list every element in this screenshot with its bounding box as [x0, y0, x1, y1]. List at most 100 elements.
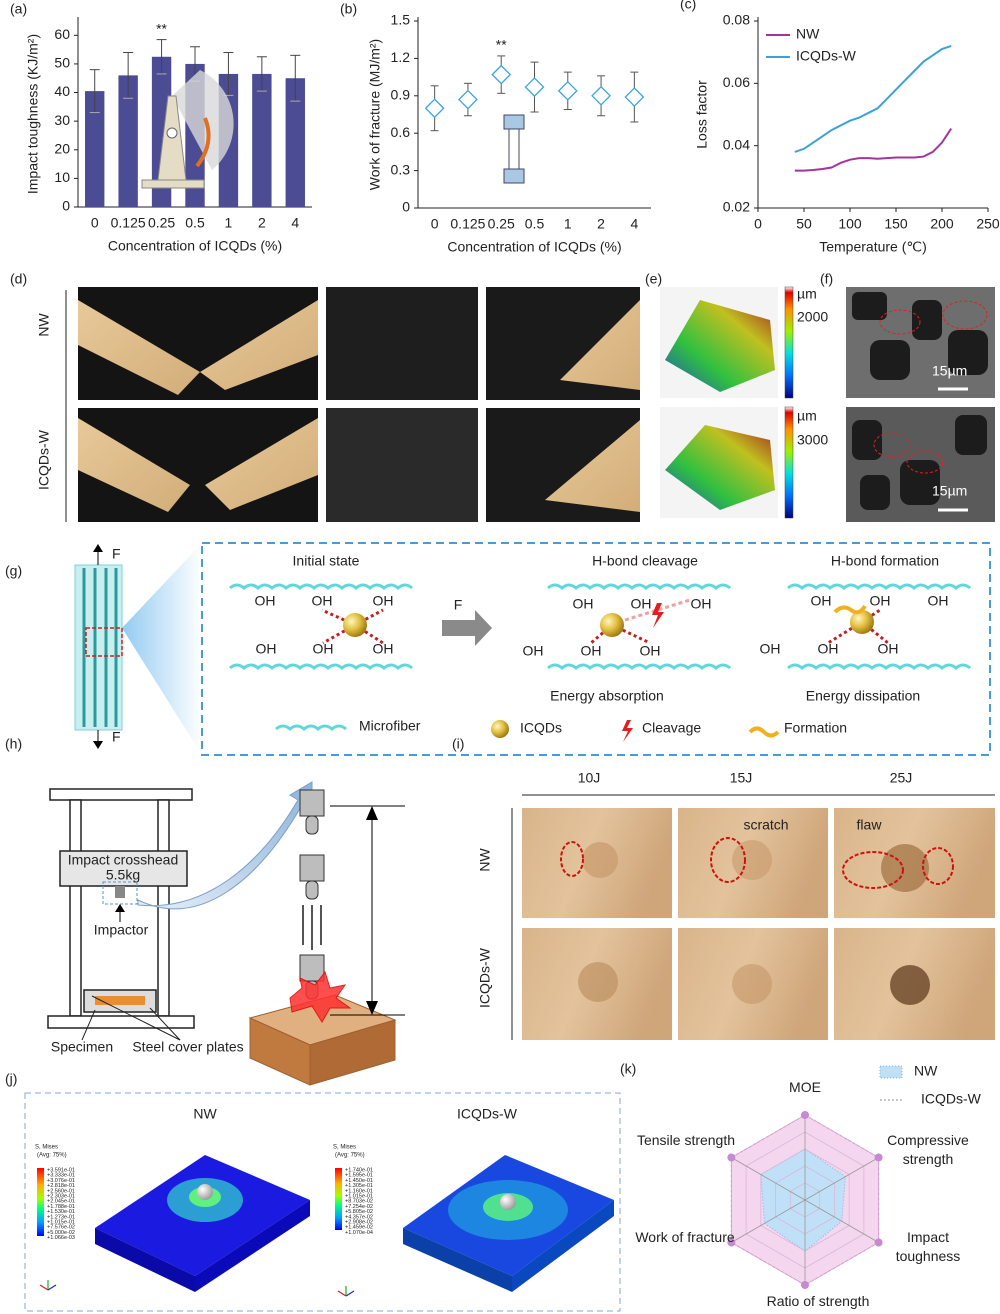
legend-value: +8.703e-02 [345, 1199, 373, 1205]
radar-point [727, 1238, 736, 1247]
process-arrow [442, 610, 492, 646]
legend-swatch [622, 720, 633, 742]
radar-spoke [731, 1199, 806, 1243]
legend-swatch [491, 720, 509, 738]
unit: µm [797, 408, 817, 424]
caption: Energy absorption [550, 688, 664, 704]
hydroxyl-label: OH [631, 596, 652, 612]
microfiber [547, 583, 731, 590]
simulation-box [24, 1092, 621, 1312]
formation [833, 604, 867, 615]
panel-label: (h) [5, 736, 22, 752]
arrowhead [366, 1001, 378, 1015]
hydroxyl-label: OH [373, 641, 394, 657]
legend-subtitle: (Avg: 75%) [37, 1153, 67, 1159]
radar-point [874, 1238, 883, 1247]
h-bond [354, 608, 384, 627]
x-tick-label: 1 [564, 216, 572, 232]
y-tick-label: 40 [54, 83, 70, 99]
zoom-arrow [137, 781, 313, 910]
legend-title: S, Mises [333, 1145, 356, 1151]
radar-axis-label: MOE [789, 1079, 821, 1095]
y-tick-label: 60 [54, 26, 70, 42]
x-tick-label: 4 [630, 216, 638, 232]
panel-label: (j) [5, 1071, 17, 1087]
bar [252, 73, 272, 207]
microfiber [547, 663, 731, 670]
y-tick-label: 0.04 [723, 136, 750, 152]
sim-title: NW [193, 1106, 217, 1122]
legend-value: +1.015e-01 [345, 1193, 373, 1199]
panel-label: (i) [452, 736, 464, 752]
error-bar [89, 69, 100, 114]
line [794, 127, 953, 172]
wood-piece [205, 418, 318, 510]
x-tick-label: 50 [796, 216, 812, 232]
legend-value: +2.908e-02 [345, 1219, 373, 1225]
legend-value: +3.591e-01 [47, 1167, 75, 1173]
plate [403, 1155, 614, 1292]
error-bar [256, 56, 267, 92]
hydroxyl-label: OH [640, 643, 661, 659]
scale-bar-label: 15µm [932, 363, 967, 379]
x-axis-title: Concentration of ICQDs (%) [447, 239, 621, 255]
hydroxyl-label: OH [373, 593, 394, 609]
specimen-label: Specimen [51, 1039, 113, 1055]
legend-value: +1.459e-02 [345, 1225, 373, 1231]
y-tick-label: 0.02 [723, 199, 750, 215]
point [424, 98, 445, 119]
triad [39, 1280, 355, 1297]
panel-label: (k) [620, 1061, 636, 1077]
point [624, 87, 645, 107]
y-tick-label: 0.08 [723, 12, 750, 28]
legend-swatch [879, 1065, 903, 1079]
row-label: ICQDs-W [477, 947, 493, 1008]
cell-lumens [852, 292, 988, 510]
point [458, 89, 478, 110]
legend-value: +1.070e-04 [345, 1230, 373, 1236]
legend-value: +1.788e-01 [47, 1204, 75, 1210]
panel-label: (b) [340, 1, 357, 17]
legend-value: +7.576e-02 [47, 1225, 75, 1231]
x-tick-label: 4 [291, 215, 299, 231]
legend-value: +1.066e-03 [47, 1235, 75, 1241]
hydroxyl-label: OH [870, 593, 891, 609]
x-tick-label: 0.25 [148, 215, 175, 231]
radar-axis-label: Tensile strength [636, 1132, 736, 1148]
scale-value: 2000 [797, 309, 828, 325]
unit: µm [797, 286, 817, 302]
legend-value: +1.305e-01 [345, 1183, 373, 1189]
radar-point [874, 1153, 883, 1162]
impactor-label: Impactor [94, 922, 149, 938]
radar-point [801, 1281, 809, 1289]
hydroxyl-label: OH [878, 641, 899, 657]
contour-legend [37, 1168, 44, 1236]
legend-label: Microfiber [359, 718, 421, 734]
arrowhead [366, 806, 378, 820]
stage-title: Initial state [293, 553, 360, 569]
hydroxyl-label: OH [256, 641, 277, 657]
stage-title: H-bond cleavage [592, 553, 698, 569]
hydroxyl-label: OH [581, 643, 602, 659]
fibers [82, 568, 118, 727]
plates-label: Steel cover plates [132, 1039, 243, 1055]
h-bond [861, 608, 881, 624]
row-label: NW [477, 848, 493, 872]
hydroxyl-label: OH [523, 643, 544, 659]
x-tick-label: 150 [884, 216, 908, 232]
legend-value: +1.530e-01 [47, 1209, 75, 1215]
y-tick-label: 0.06 [723, 74, 750, 90]
point [557, 80, 578, 101]
surface [665, 300, 775, 392]
icqd [343, 613, 367, 637]
wood-piece [200, 300, 318, 390]
radar-axis-label: Compressive strength [887, 1132, 969, 1167]
zoom-cone [122, 543, 202, 755]
legend-value: +5.000e-02 [47, 1230, 75, 1236]
stage-title: H-bond formation [831, 553, 939, 569]
specimen-bottom [503, 168, 525, 184]
wood-piece [78, 300, 200, 395]
falling-impactor [299, 789, 325, 1000]
legend-value: +3.333e-01 [47, 1173, 75, 1179]
scale-value: 3000 [797, 432, 828, 448]
